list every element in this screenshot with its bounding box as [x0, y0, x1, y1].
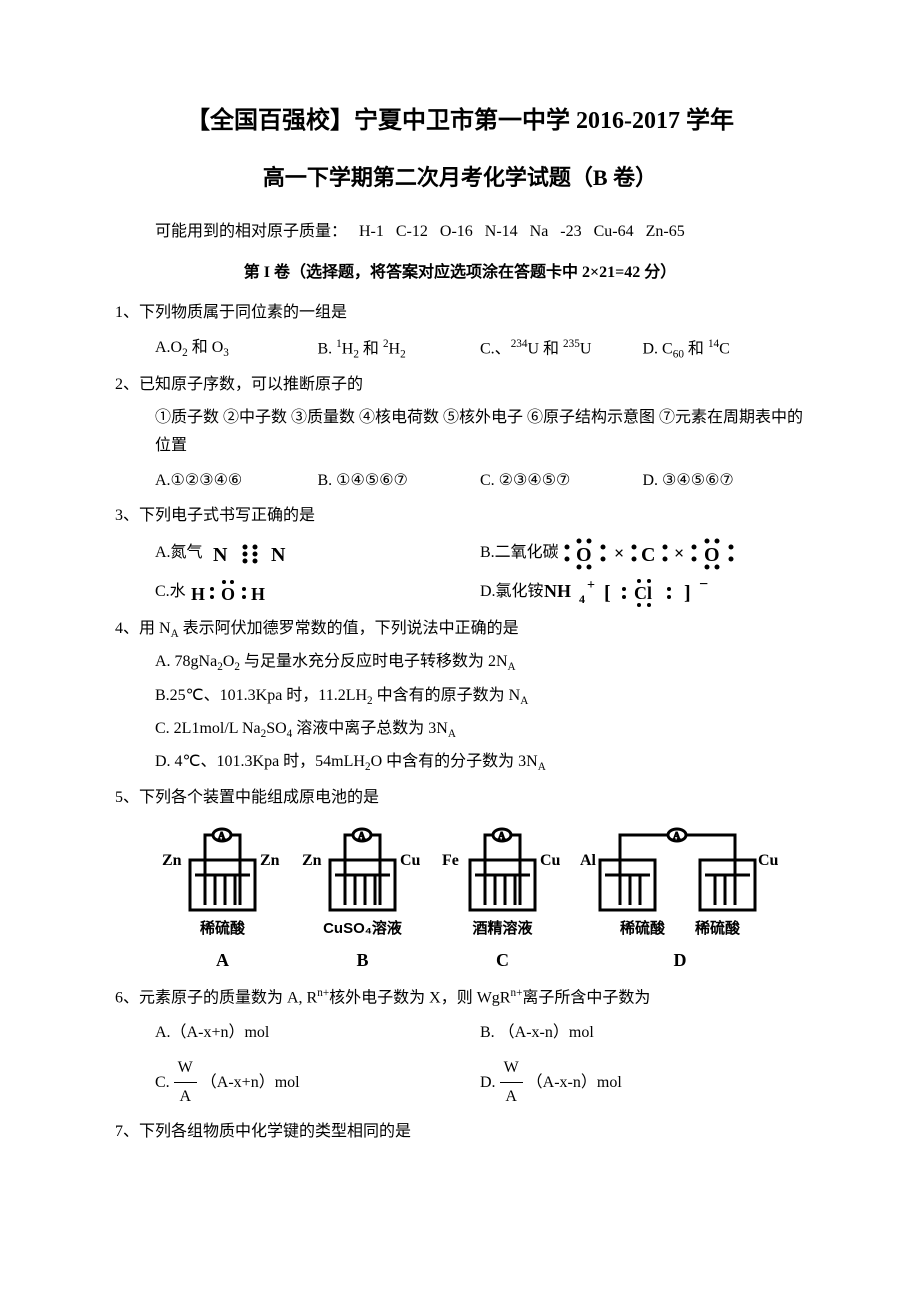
svg-text:A: A [358, 831, 366, 842]
cell-diagram-icon: A Al Cu [580, 820, 780, 915]
cell-A: A Zn Zn 稀硫酸 A [160, 820, 285, 976]
atomic-masses: 可能用到的相对原子质量： H-1 C-12 O-16 N-14 Na -23 C… [115, 218, 805, 247]
q1-opt-A: A.O2 和 O3 [155, 334, 318, 365]
lewis-n2-icon: N N [203, 539, 333, 569]
svg-text:O: O [576, 544, 592, 566]
question-3: 3、下列电子式书写正确的是 A.氮气 N N B.二氧化碳 O × C [115, 502, 805, 609]
q3-opt-B: B.二氧化碳 O × C × O [480, 537, 805, 571]
svg-text:A: A [218, 831, 226, 842]
lewis-h2o-icon: H O H [186, 578, 296, 608]
svg-text:Cu: Cu [758, 852, 779, 869]
svg-text:Cu: Cu [400, 852, 421, 869]
cell-D: A Al Cu 稀硫酸 稀硫酸 D [580, 820, 780, 976]
svg-text:Cu: Cu [540, 852, 561, 869]
q1-stem: 1、下列物质属于同位素的一组是 [115, 299, 805, 328]
q2-opt-C: C. ②③④⑤⑦ [480, 467, 643, 496]
question-4: 4、用 NA 表示阿伏加德罗常数的值，下列说法中正确的是 A. 78gNa2O2… [115, 615, 805, 778]
lewis-nh4cl-icon: NH 4 + [ Cl ] − [544, 577, 764, 609]
q6-opt-B: B. （A-x-n）mol [480, 1019, 805, 1048]
svg-text:×: × [674, 543, 684, 563]
q3-opt-A: A.氮气 N N [155, 537, 480, 571]
svg-text:H: H [191, 584, 205, 604]
svg-text:4: 4 [579, 592, 585, 606]
q4-opt-D: D. 4℃、101.3Kpa 时，54mLH2O 中含有的分子数为 3NA [115, 748, 805, 777]
cell-diagram-icon: A Zn Cu [300, 820, 425, 915]
q6-opt-A: A.（A-x+n）mol [155, 1019, 480, 1048]
question-6: 6、元素原子的质量数为 A, Rn+核外电子数为 X，则 WgRn+离子所含中子… [115, 983, 805, 1113]
cell-C: A Fe Cu 酒精溶液 C [440, 820, 565, 976]
title-main: 【全国百强校】宁夏中卫市第一中学 2016-2017 学年 [115, 100, 805, 143]
svg-text:Fe: Fe [442, 852, 459, 869]
q6-stem: 6、元素原子的质量数为 A, Rn+核外电子数为 X，则 WgRn+离子所含中子… [115, 983, 805, 1013]
svg-text:A: A [673, 831, 681, 842]
cell-diagram-icon: A Fe Cu [440, 820, 565, 915]
svg-text:Al: Al [580, 852, 597, 869]
question-5: 5、下列各个装置中能组成原电池的是 A Zn Zn [115, 784, 805, 977]
lewis-co2-icon: O × C × O [559, 537, 759, 571]
q5-cells: A Zn Zn 稀硫酸 A A [115, 820, 805, 976]
q4-stem: 4、用 NA 表示阿伏加德罗常数的值，下列说法中正确的是 [115, 615, 805, 644]
q1-opt-B: B. 1H2 和 2H2 [318, 334, 481, 365]
q3-opt-C: C.水 H O H [155, 577, 480, 609]
q3-opt-D: D.氯化铵 NH 4 + [ Cl ] − [480, 577, 805, 609]
svg-text:O: O [704, 544, 720, 566]
cell-diagram-icon: A Zn Zn [160, 820, 285, 915]
q4-opt-A: A. 78gNa2O2 与足量水充分反应时电子转移数为 2NA [115, 648, 805, 677]
q6-opt-C: C. WA （A-x+n）mol [155, 1054, 480, 1113]
svg-text:H: H [251, 584, 265, 604]
section-header: 第 I 卷（选择题，将答案对应选项涂在答题卡中 2×21=42 分） [115, 259, 805, 288]
question-7: 7、下列各组物质中化学键的类型相同的是 [115, 1118, 805, 1147]
title-sub: 高一下学期第二次月考化学试题（B 卷） [115, 158, 805, 198]
q2-opt-B: B. ①④⑤⑥⑦ [318, 467, 481, 496]
svg-text:N: N [213, 544, 228, 566]
svg-text:Zn: Zn [162, 852, 182, 869]
svg-text:[: [ [604, 582, 611, 604]
q2-body: ①质子数 ②中子数 ③质量数 ④核电荷数 ⑤核外电子 ⑥原子结构示意图 ⑦元素在… [115, 404, 805, 462]
svg-text:+: + [587, 578, 595, 593]
svg-text:−: − [699, 577, 708, 593]
svg-text:A: A [498, 831, 506, 842]
q4-opt-B: B.25℃、101.3Kpa 时，11.2LH2 中含有的原子数为 NA [115, 682, 805, 711]
svg-text:Cl: Cl [634, 583, 652, 603]
q1-opt-D: D. C60 和 14C [643, 334, 806, 365]
svg-text:O: O [221, 584, 235, 604]
cell-B: A Zn Cu CuSO₄溶液 B [300, 820, 425, 976]
svg-text:NH: NH [544, 581, 571, 601]
q4-opt-C: C. 2L1mol/L Na2SO4 溶液中离子总数为 3NA [115, 715, 805, 744]
question-2: 2、已知原子序数，可以推断原子的 ①质子数 ②中子数 ③质量数 ④核电荷数 ⑤核… [115, 371, 805, 496]
svg-text:Zn: Zn [260, 852, 280, 869]
q2-opt-D: D. ③④⑤⑥⑦ [643, 467, 806, 496]
q6-opt-D: D. WA （A-x-n）mol [480, 1054, 805, 1113]
svg-text:Zn: Zn [302, 852, 322, 869]
svg-text:N: N [271, 544, 286, 566]
q7-stem: 7、下列各组物质中化学键的类型相同的是 [115, 1118, 805, 1147]
svg-text:×: × [614, 543, 624, 563]
q5-stem: 5、下列各个装置中能组成原电池的是 [115, 784, 805, 813]
q2-stem: 2、已知原子序数，可以推断原子的 [115, 371, 805, 400]
q2-opt-A: A.①②③④⑥ [155, 467, 318, 496]
q1-opt-C: C.、234U 和 235U [480, 334, 643, 365]
svg-text:C: C [641, 544, 655, 566]
svg-text:]: ] [684, 582, 691, 604]
q3-stem: 3、下列电子式书写正确的是 [115, 502, 805, 531]
question-1: 1、下列物质属于同位素的一组是 A.O2 和 O3 B. 1H2 和 2H2 C… [115, 299, 805, 364]
